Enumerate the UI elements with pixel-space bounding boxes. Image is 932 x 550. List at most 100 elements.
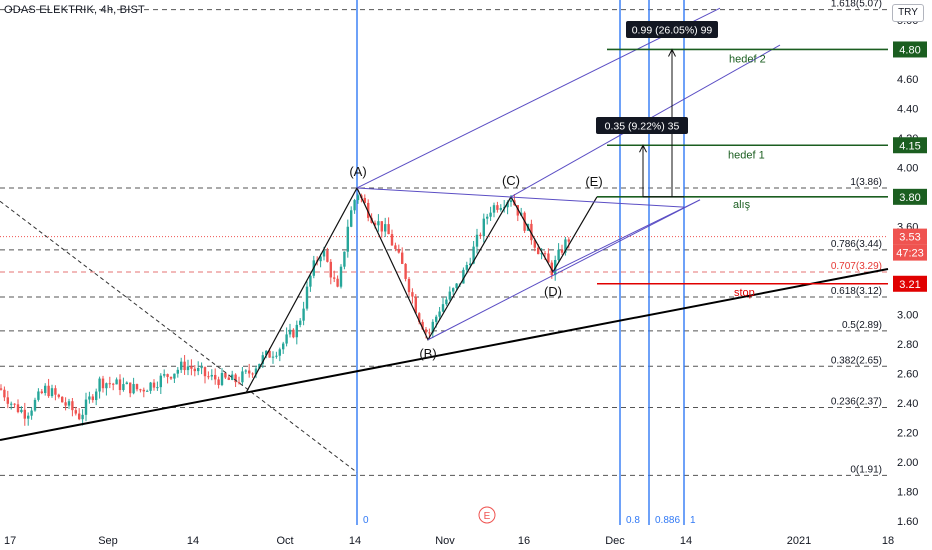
candle-body xyxy=(261,355,264,364)
candle-body xyxy=(530,223,533,241)
candle-body xyxy=(118,379,122,391)
candle-body xyxy=(516,205,519,216)
abcde-wave-path xyxy=(245,186,598,394)
candle-body xyxy=(564,239,567,253)
candle-body xyxy=(475,234,479,247)
price-badge-label: 3.21 xyxy=(899,279,920,291)
candle-body xyxy=(560,249,564,253)
fib-level-label: 0.236(2.37) xyxy=(831,397,882,408)
candle-body xyxy=(353,200,356,211)
candle-body xyxy=(282,343,285,350)
time-fib-label: 0 xyxy=(363,515,369,526)
candle-body xyxy=(271,356,275,358)
candle-body xyxy=(333,277,336,279)
candle-body xyxy=(169,376,173,379)
candle-body xyxy=(207,376,210,378)
candle-body xyxy=(248,370,251,374)
candle-body xyxy=(254,368,258,375)
currency-button[interactable]: TRY xyxy=(892,4,924,22)
measure-label-2: 0.35 (9.22%) 35 xyxy=(605,121,680,133)
candle-body xyxy=(401,252,404,264)
candle-body xyxy=(234,374,237,383)
candle-body xyxy=(295,324,298,338)
candle-body xyxy=(441,304,445,312)
candle-body xyxy=(452,288,455,292)
candle-body xyxy=(40,391,43,394)
event-marker-label: E xyxy=(484,511,491,522)
candle-body xyxy=(20,409,23,413)
candle-body xyxy=(105,383,108,389)
x-tick-label: 14 xyxy=(349,535,361,547)
price-axis: 5.004.804.604.404.204.003.803.603.403.20… xyxy=(893,15,927,528)
candle-body xyxy=(302,308,305,321)
x-tick-label: Nov xyxy=(435,535,455,547)
wave-label: (C) xyxy=(502,173,520,188)
price-badge xyxy=(893,137,927,154)
candle-body xyxy=(285,334,288,344)
candle-body xyxy=(438,311,441,317)
y-tick-label: 1.80 xyxy=(897,487,918,499)
time-axis: 17 Sep 14 Oct 14 Nov 16 Dec 14 2021 18 xyxy=(4,535,894,547)
candle-body xyxy=(30,410,33,416)
candle-body xyxy=(88,396,91,400)
candle-body xyxy=(455,283,458,289)
candle-body xyxy=(482,218,485,237)
candle-body xyxy=(251,373,254,375)
candle-body xyxy=(537,247,540,255)
candle-body xyxy=(431,321,434,333)
candle-body xyxy=(356,195,360,201)
candle-body xyxy=(336,278,339,287)
candle-body xyxy=(74,410,77,414)
candle-body xyxy=(469,263,472,266)
candle-body xyxy=(27,415,30,419)
y-tick-label: 4.40 xyxy=(897,103,918,115)
channel-line-lower xyxy=(552,199,701,273)
y-tick-label: 2.60 xyxy=(897,369,918,381)
candle-body xyxy=(193,368,196,372)
time-fib-label: 0.8 xyxy=(626,515,640,526)
candle-body xyxy=(543,253,547,255)
measure-arrow-1-head xyxy=(639,144,647,153)
price-badge xyxy=(893,188,927,205)
candle-body xyxy=(329,261,332,278)
candle-body xyxy=(166,374,169,377)
fib-level-label: 0.786(3.44) xyxy=(831,239,882,250)
triangle-upper-line xyxy=(356,187,685,208)
candle-body xyxy=(3,389,6,398)
candle-body xyxy=(326,250,329,262)
candle-body xyxy=(220,372,224,386)
candle-body xyxy=(173,373,176,379)
candle-body xyxy=(78,413,81,420)
fib-level-label: 1(3.86) xyxy=(850,177,882,188)
candle-body xyxy=(499,207,502,210)
candle-body xyxy=(227,377,230,380)
candle-body xyxy=(67,401,71,406)
candle-body xyxy=(0,388,3,390)
candle-body xyxy=(190,366,193,369)
candle-body xyxy=(203,367,207,377)
fib-level-label: 0.382(2.65) xyxy=(831,355,882,366)
candle-body xyxy=(492,205,496,213)
hedef-2-label: hedef 2 xyxy=(729,53,766,65)
candle-body xyxy=(506,202,509,208)
candle-body xyxy=(197,367,200,372)
candle-body xyxy=(411,292,414,297)
wave-label: (D) xyxy=(544,284,562,299)
x-tick-label: 2021 xyxy=(787,535,811,547)
candle-body xyxy=(350,210,353,227)
candle-body xyxy=(486,216,489,219)
candle-body xyxy=(159,375,162,388)
candle-body xyxy=(363,197,366,203)
candle-body xyxy=(299,320,302,325)
candle-body xyxy=(278,349,281,356)
wave-label: (B) xyxy=(419,346,436,361)
symbol-title[interactable]: ODAS ELEKTRIK, 4h, BIST xyxy=(4,4,145,16)
candle-body xyxy=(390,234,394,246)
event-marker-icon xyxy=(478,506,496,524)
candle-body xyxy=(265,350,268,356)
candle-body xyxy=(547,253,550,263)
drawings xyxy=(0,7,889,473)
dashed-trendline xyxy=(0,200,358,473)
candle-body xyxy=(91,396,94,401)
